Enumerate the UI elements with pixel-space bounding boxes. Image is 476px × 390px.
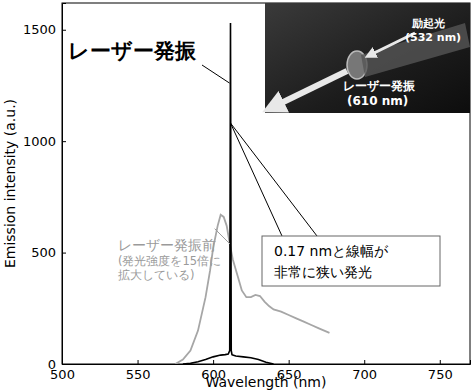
before-laser-leader bbox=[215, 229, 230, 244]
x-tick: 750 bbox=[428, 360, 453, 382]
inset-laser-label: (610 nm) bbox=[347, 94, 408, 108]
inset-excitation-label: 励起光 bbox=[411, 17, 445, 30]
x-tick-mark bbox=[289, 360, 290, 364]
before-laser-label: レーザー発振前 bbox=[118, 237, 216, 253]
y-axis-title: Emission intensity (a.u.) bbox=[2, 99, 18, 268]
y-axis-line bbox=[63, 4, 67, 365]
y-tick-label: 1500 bbox=[23, 22, 56, 37]
plot-frame bbox=[62, 3, 470, 364]
linewidth-text: 非常に狭い発光 bbox=[274, 264, 372, 280]
linewidth-text: 0.17 nmと線幅が bbox=[274, 243, 389, 259]
x-tick: 550 bbox=[126, 360, 151, 382]
x-tick-label: 750 bbox=[428, 367, 453, 382]
x-tick-label: 700 bbox=[352, 367, 377, 382]
inset-tube bbox=[361, 23, 470, 77]
y-tick-mark bbox=[62, 364, 66, 365]
inset-laser-arrow bbox=[273, 71, 347, 107]
y-tick-mark bbox=[62, 30, 66, 31]
laser-leader bbox=[202, 65, 229, 83]
y-tick-mark bbox=[62, 253, 66, 254]
x-tick-mark bbox=[440, 360, 441, 364]
y-tick-label: 0 bbox=[48, 357, 56, 372]
x-tick-label: 550 bbox=[126, 367, 151, 382]
laser-label: レーザー発振 bbox=[68, 39, 197, 63]
inset-background bbox=[265, 3, 470, 113]
y-tick: 1000 bbox=[23, 134, 66, 149]
inset-excitation-label: (532 nm) bbox=[405, 31, 461, 44]
annotations: レーザー発振レーザー発振前(発光強度を15倍に拡大している) 0.17 nmと線幅… bbox=[68, 17, 461, 286]
plot: 500550600650700750050010001500レーザー発振レーザー… bbox=[23, 3, 471, 382]
y-tick: 500 bbox=[31, 245, 66, 260]
spectrum-line bbox=[183, 23, 274, 364]
inset-laser-label: レーザー発振 bbox=[343, 79, 416, 93]
linewidth-box bbox=[262, 236, 440, 286]
y-axis: 0 500 1000 1500 bbox=[23, 4, 66, 372]
x-tick-mark bbox=[213, 360, 214, 364]
linewidth-leader bbox=[230, 123, 317, 236]
x-tick-mark bbox=[364, 360, 365, 364]
before-laser-note: 拡大している) bbox=[118, 268, 195, 282]
x-tick: 700 bbox=[352, 360, 377, 382]
series-group bbox=[175, 23, 329, 364]
y-tick: 0 bbox=[48, 357, 66, 372]
y-tick-label: 1000 bbox=[23, 134, 56, 149]
chart: 500550600650700750050010001500レーザー発振レーザー… bbox=[0, 0, 476, 390]
x-axis-title: Wavelength (nm) bbox=[206, 374, 327, 390]
x-tick-mark bbox=[138, 360, 139, 364]
y-tick: 1500 bbox=[23, 22, 66, 37]
inset-photo bbox=[265, 3, 470, 113]
y-tick-label: 500 bbox=[31, 245, 56, 260]
y-tick-mark bbox=[62, 141, 66, 142]
before-laser-note: (発光強度を15倍に bbox=[118, 254, 221, 268]
